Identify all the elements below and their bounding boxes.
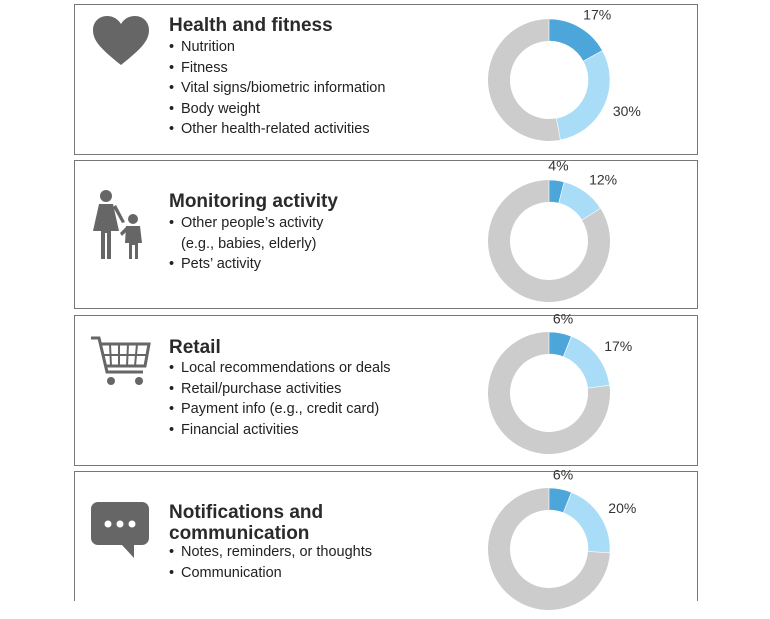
- donut-chart: 6% 20%: [487, 466, 636, 610]
- shopping-cart-icon: [91, 336, 151, 385]
- list-item: • Body weight: [169, 100, 260, 117]
- list-item: • Fitness: [169, 59, 228, 76]
- feature-list: • Other people’s activity (e.g., babies, e…: [169, 213, 323, 275]
- list-item: • Nutrition: [169, 39, 235, 55]
- donut-label-2: 30%: [613, 103, 641, 119]
- donut-label-1: 4%: [548, 158, 568, 174]
- donut-label-1: 6%: [553, 466, 573, 482]
- donut-remainder: [488, 180, 610, 302]
- donut-remainder: [488, 332, 610, 454]
- donut-slice-2: [558, 181, 601, 221]
- category-title: Monitoring activity: [169, 191, 338, 212]
- list-item: • Financial activities: [169, 421, 299, 438]
- donut-label-2: 12%: [589, 171, 617, 187]
- category-title: Retail: [169, 337, 221, 358]
- donut-remainder: [488, 19, 561, 141]
- list-item: • Notes, reminders, or thoughts: [169, 544, 373, 560]
- list-item: • Payment info (e.g., credit card): [169, 401, 380, 417]
- heart-icon: [93, 16, 149, 65]
- list-item: • Other people’s activity (e.g., babies, e…: [169, 215, 324, 252]
- donut-label-1: 6%: [553, 310, 573, 326]
- list-item: • Pets’ activity: [169, 256, 262, 272]
- chat-bubble-icon: [91, 502, 149, 558]
- list-item: • Retail/purchase activities: [169, 380, 342, 397]
- donut-slice-2: [562, 491, 611, 554]
- feature-list: • Notes, reminders, or thoughts • Communic…: [169, 542, 372, 583]
- category-title: Health and fitness: [169, 15, 333, 36]
- donut-slice-2: [555, 50, 611, 141]
- donut-label-2: 17%: [604, 338, 632, 354]
- list-item: • Local recommendations or deals: [169, 360, 391, 376]
- list-item: • Communication: [169, 564, 282, 581]
- list-item: • Vital signs/biometric information: [169, 80, 386, 96]
- donut-chart: 17% 30%: [488, 6, 641, 141]
- list-item: • Other health-related activities: [169, 121, 370, 137]
- donut-label-2: 20%: [608, 500, 636, 516]
- donut-chart: 6% 17%: [488, 310, 632, 454]
- donut-chart: 4% 12%: [488, 158, 617, 302]
- feature-list: • Local recommendations or deals • Retail/…: [169, 358, 391, 440]
- category-panel-health: Health and fitness • Nutrition • Fitness •…: [74, 4, 698, 155]
- feature-list: • Nutrition • Fitness • Vital signs/biometr…: [169, 37, 385, 140]
- category-panel-retail: Retail • Local recommendations or deals •…: [74, 310, 698, 466]
- category-panel-notifications: Notifications and communication • Notes, …: [74, 466, 698, 610]
- category-title: Notifications and communication: [169, 502, 324, 544]
- parent-child-icon: [93, 190, 142, 259]
- donut-slice-2: [562, 335, 610, 389]
- donut-label-1: 17%: [583, 6, 611, 22]
- category-panel-monitoring: Monitoring activity • Other people’s acti…: [74, 158, 698, 309]
